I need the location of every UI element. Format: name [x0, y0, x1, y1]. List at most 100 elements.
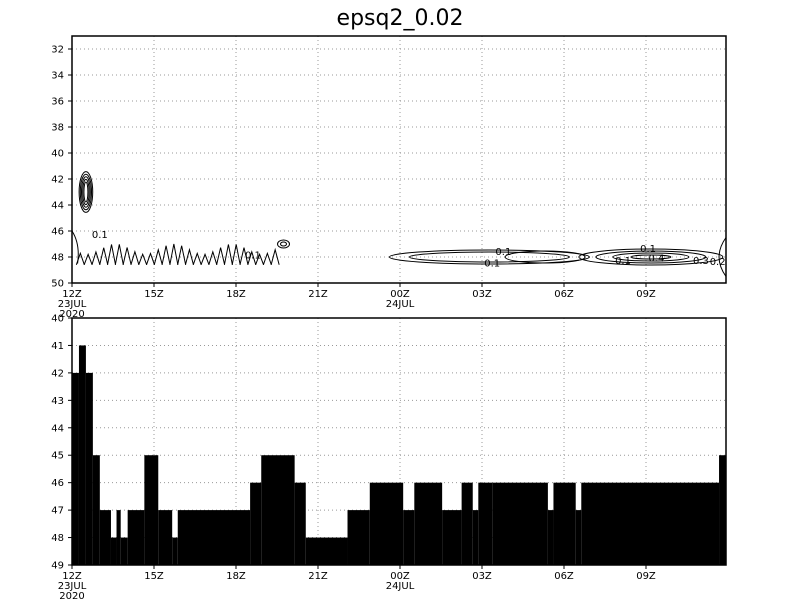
bar	[553, 482, 576, 565]
top-y-tick-label: 36	[51, 97, 64, 108]
contour-line	[82, 178, 90, 206]
bar	[172, 537, 178, 565]
bar	[414, 482, 443, 565]
contour-line	[78, 171, 94, 213]
bottom-x-tick-label: 15Z	[144, 571, 164, 582]
bottom-y-tick-label: 49	[51, 561, 64, 572]
contour-label: 0.4	[648, 253, 664, 264]
bottom-y-tick-label: 46	[51, 478, 64, 489]
contour-line	[247, 250, 257, 265]
contour-line	[612, 252, 690, 262]
bottom-y-tick-label: 42	[51, 368, 64, 379]
top-y-tick-label: 50	[51, 279, 64, 290]
top-x-tick-label: 18Z	[226, 289, 246, 300]
bar	[403, 510, 415, 565]
top-y-tick-label: 44	[51, 201, 64, 212]
contour-line	[130, 249, 140, 265]
contour-line	[146, 251, 155, 265]
top-y-tick-label: 32	[51, 45, 64, 56]
top-y-tick-label: 42	[51, 175, 64, 186]
bottom-bars	[72, 345, 726, 565]
bar	[85, 372, 93, 565]
bottom-x-tick-label: 12Z	[62, 571, 82, 582]
contour-line	[107, 244, 117, 265]
top-grid	[72, 36, 726, 283]
contour-line	[192, 251, 202, 265]
contour-line	[216, 247, 226, 265]
top-x-tick-year: 2020	[59, 309, 84, 320]
contour-line	[81, 176, 91, 208]
contour-line	[718, 237, 727, 277]
bottom-y-tick-label: 41	[51, 341, 64, 352]
bottom-x-tick-label: 03Z	[472, 571, 492, 582]
contour-line	[231, 244, 241, 265]
top-x-tick-label: 00Z	[390, 289, 410, 300]
contour-line	[83, 252, 93, 265]
bar	[294, 482, 306, 565]
top-contours: 0.10.1 0.10.1 0.10.10.4 0.3 0.2	[71, 171, 727, 277]
contour-line	[177, 245, 187, 265]
bar	[478, 482, 493, 565]
chart-title: epsq2_0.02	[337, 6, 464, 31]
bottom-y-tick-label: 43	[51, 396, 64, 407]
top-y-tick-label: 48	[51, 253, 64, 264]
bar	[492, 482, 548, 565]
top-x-tick-label: 12Z	[62, 289, 82, 300]
contour-line	[153, 247, 163, 265]
contour-line	[270, 247, 280, 265]
contour-line	[122, 247, 132, 265]
bar	[99, 510, 111, 565]
bottom-x-tick-label: 18Z	[226, 571, 246, 582]
contour-line	[169, 243, 179, 265]
contour-label: 0.1	[245, 251, 261, 262]
bar	[116, 510, 121, 565]
contour-line	[595, 250, 707, 264]
bar	[92, 455, 100, 565]
bottom-y-tick-label: 45	[51, 451, 64, 462]
contour-line	[223, 244, 233, 265]
contour-line	[578, 248, 724, 266]
top-y-tick-label: 46	[51, 227, 64, 238]
top-x-tick-label: 09Z	[636, 289, 656, 300]
top-x-tick-sublabel: 23JUL	[58, 299, 87, 310]
bar	[250, 482, 262, 565]
bar	[72, 372, 79, 565]
contour-label: 0.1	[92, 230, 108, 241]
bar	[78, 345, 86, 565]
top-y-ticks: 32 34 36 38 40 42 44 46 48 50	[51, 45, 72, 290]
contour-line	[208, 250, 218, 265]
contour-line	[184, 247, 194, 265]
top-x-tick-label: 21Z	[308, 289, 328, 300]
bar	[261, 455, 295, 565]
bottom-y-tick-label: 48	[51, 533, 64, 544]
bar	[461, 482, 473, 565]
contour-label: 0.1	[484, 259, 500, 270]
bar	[127, 510, 145, 565]
contour-line	[277, 239, 291, 249]
bottom-x-tick-label: 09Z	[636, 571, 656, 582]
bottom-y-tick-label: 44	[51, 423, 64, 434]
contour-line	[99, 247, 109, 265]
top-x-tick-label: 15Z	[144, 289, 164, 300]
bar	[547, 510, 554, 565]
contour-line	[79, 173, 93, 211]
top-y-tick-label: 40	[51, 149, 64, 160]
bottom-plot-frame	[71, 317, 727, 566]
top-plot-frame	[71, 35, 727, 284]
bar	[305, 537, 348, 565]
contour-line	[504, 250, 586, 264]
contour-line	[138, 252, 148, 265]
bar	[581, 482, 720, 565]
bottom-x-tick-label: 06Z	[554, 571, 574, 582]
bar	[110, 537, 117, 565]
bottom-y-tick-label: 40	[51, 314, 64, 325]
bottom-x-tick-year: 2020	[59, 591, 84, 600]
bottom-x-tick-sublabel: 24JUL	[386, 581, 415, 592]
bar	[719, 455, 726, 565]
bar	[442, 510, 462, 565]
top-y-tick-label: 38	[51, 123, 64, 134]
contour-line	[91, 250, 101, 265]
top-y-tick-label: 34	[51, 71, 64, 82]
